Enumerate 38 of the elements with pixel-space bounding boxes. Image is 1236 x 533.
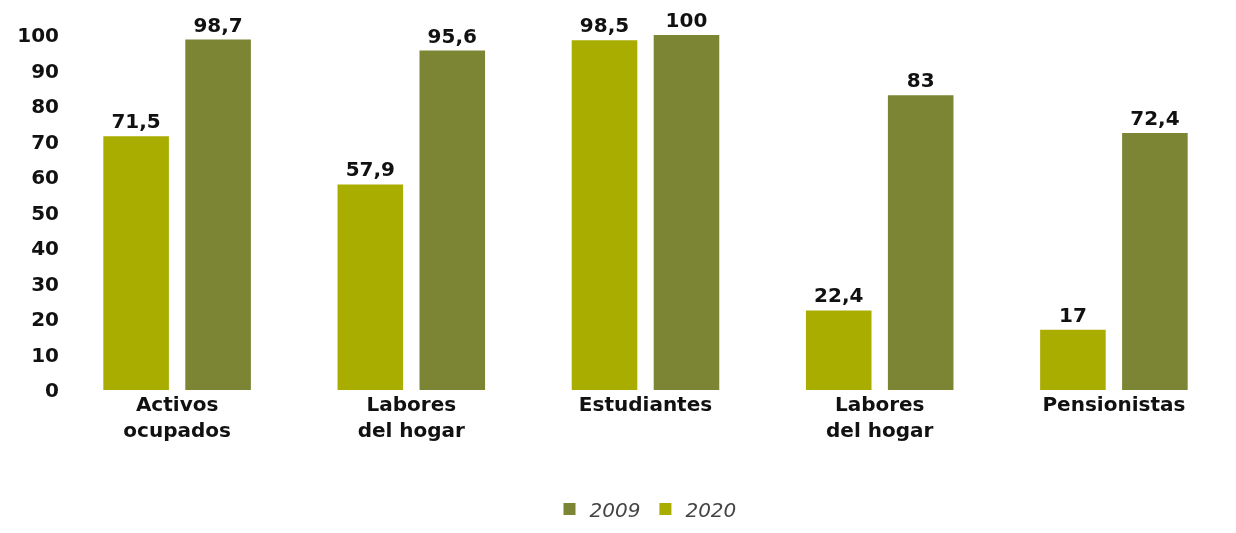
data-label: 98,7 <box>193 12 243 37</box>
data-label: 95,6 <box>427 23 477 48</box>
data-label: 83 <box>906 68 935 93</box>
data-label: 72,4 <box>1130 105 1180 130</box>
bar <box>185 39 251 390</box>
legend-label: 2009 <box>589 497 641 522</box>
y-tick-label: 20 <box>31 307 59 331</box>
y-tick-label: 80 <box>31 94 59 118</box>
y-tick-label: 70 <box>31 129 59 154</box>
bar <box>1122 132 1188 390</box>
x-tick-label: Activos ocupados <box>123 392 231 442</box>
data-label: 22,4 <box>814 283 864 308</box>
bar <box>337 184 404 390</box>
bar <box>653 35 720 390</box>
data-label: 17 <box>1058 302 1087 327</box>
y-tick-label: 100 <box>17 23 59 47</box>
data-label: 57,9 <box>345 157 395 182</box>
data-label: 100 <box>665 8 708 32</box>
bar <box>1040 329 1106 390</box>
bar <box>419 50 486 390</box>
y-tick-label: 50 <box>31 200 59 225</box>
y-tick-label: 0 <box>45 378 59 402</box>
data-label: 71,5 <box>111 109 161 134</box>
y-tick-label: 10 <box>31 342 59 367</box>
x-tick-label: Pensionistas <box>1042 392 1186 416</box>
bar <box>805 310 872 390</box>
y-tick-label: 90 <box>31 58 59 83</box>
bar <box>571 40 638 390</box>
y-tick-label: 30 <box>31 271 59 296</box>
x-tick-label: Estudiantes <box>578 392 713 416</box>
x-tick-label: Labores del hogar <box>826 392 934 442</box>
bar <box>887 95 954 390</box>
x-tick-label: Labores del hogar <box>357 392 466 442</box>
bar <box>103 136 169 390</box>
y-tick-label: 40 <box>31 236 59 260</box>
y-tick-label: 60 <box>31 165 59 189</box>
legend-label: 2020 <box>685 497 737 522</box>
data-label: 98,5 <box>579 13 630 38</box>
